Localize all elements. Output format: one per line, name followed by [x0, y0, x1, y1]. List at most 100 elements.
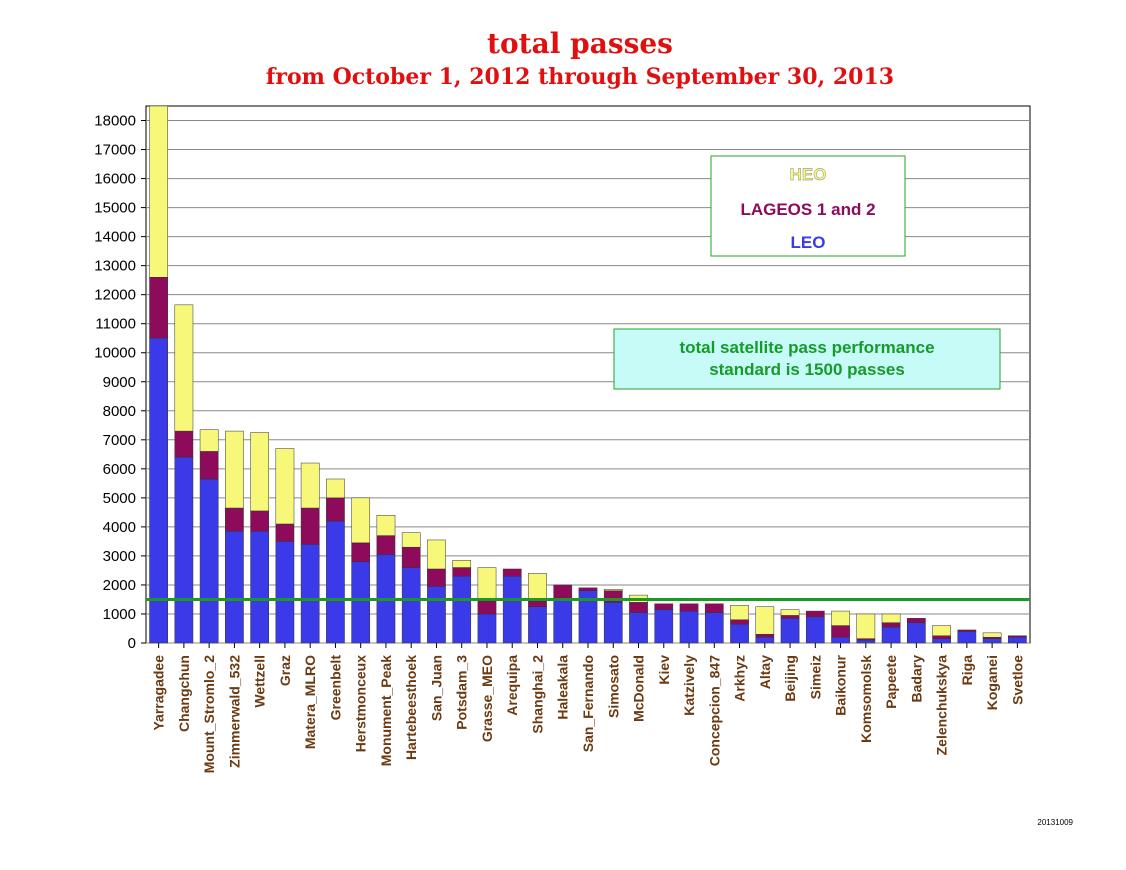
bar-lageos [528, 600, 547, 607]
bar-heo [831, 610, 850, 626]
annotation-line-1: total satellite pass performance [679, 338, 934, 357]
y-tick-label: 10000 [94, 345, 136, 362]
bar-lageos [351, 542, 371, 562]
x-category-label: Concepcion_847 [706, 655, 722, 766]
bar-heo [300, 462, 320, 509]
bar-leo [629, 612, 648, 644]
x-category-label: Beijing [782, 655, 798, 702]
bar-leo [704, 612, 724, 644]
x-category-label: Zimmerwald_532 [226, 655, 242, 768]
y-tick-label: 4000 [103, 519, 136, 536]
legend: HEO LAGEOS 1 and 2 LEO [710, 155, 906, 257]
x-category-label: Simeiz [807, 655, 823, 699]
bar-lageos [957, 629, 977, 632]
bar-lageos [553, 584, 573, 599]
bar-leo [957, 631, 977, 644]
x-category-label: Monument_Peak [378, 655, 394, 766]
x-category-label: Badary [908, 655, 924, 703]
bar-heo [528, 573, 547, 602]
bar-leo [932, 638, 951, 644]
bar-lageos [1008, 635, 1027, 638]
bar-leo [326, 520, 345, 644]
x-category-label: Katzively [681, 655, 697, 716]
bar-leo [225, 530, 244, 644]
bar-lageos [199, 451, 219, 480]
legend-leo: LEO [791, 233, 826, 252]
bar-leo [477, 613, 497, 644]
y-tick-label: 17000 [94, 142, 136, 159]
bar-lageos [477, 600, 497, 615]
bar-lageos [275, 523, 295, 542]
bar-leo [553, 597, 573, 644]
annotation-line-2: standard is 1500 passes [709, 360, 905, 379]
y-tick-label: 9000 [103, 374, 136, 391]
bar-lageos [452, 567, 472, 577]
bar-heo [603, 589, 623, 592]
bar-leo [603, 602, 623, 644]
x-category-label: Potsdam_3 [454, 655, 470, 730]
bar-leo [452, 575, 472, 644]
bar-leo [149, 337, 168, 644]
bar-heo [452, 560, 472, 568]
bar-lageos [401, 546, 421, 568]
bar-lageos [250, 510, 269, 532]
y-axis: 0 1000 2000 3000 4000 5000 6000 7000 8000 9000 100… [94, 113, 146, 652]
performance-annotation: total satellite pass performance standar… [613, 328, 1001, 390]
bar-heo [149, 105, 168, 278]
x-category-label: Mount_Stromlo_2 [201, 655, 217, 773]
x-category-label: Riga [959, 655, 975, 686]
chart-subtitle: from October 1, 2012 through September 3… [266, 64, 894, 90]
legend-lageos: LAGEOS 1 and 2 [740, 200, 875, 219]
bar-heo [982, 632, 1002, 638]
y-tick-label: 15000 [94, 200, 136, 217]
bar-lageos [174, 430, 194, 458]
bar-leo [679, 610, 699, 644]
x-category-label: Graz [277, 655, 293, 686]
x-category-label: Grasse_MEO [479, 655, 495, 742]
bar-leo [502, 575, 522, 644]
bar-lageos [300, 507, 320, 545]
bar-lageos [679, 603, 699, 612]
bar-heo [401, 532, 421, 548]
x-category-label: San_Fernando [580, 655, 596, 752]
bar-lageos [805, 610, 825, 618]
bar-leo [401, 567, 421, 644]
bar-lageos [149, 277, 168, 339]
x-category-label: Haleakala [555, 655, 571, 720]
bar-lageos [755, 634, 775, 638]
bar-heo [351, 497, 371, 544]
bar-heo [326, 478, 345, 499]
chart-title: total passes [487, 27, 673, 60]
bar-leo [982, 638, 1002, 644]
bar-heo [477, 567, 497, 602]
x-category-label: Svetloe [1009, 655, 1025, 705]
bar-lageos [502, 568, 522, 577]
x-category-label: Papeete [883, 655, 899, 709]
x-category-label: McDonald [631, 655, 647, 722]
bar-leo [1008, 636, 1027, 644]
x-category-label: Koganei [984, 655, 1000, 710]
bar-leo [528, 606, 547, 644]
bar-lageos [907, 618, 926, 623]
bar-leo [805, 616, 825, 644]
bar-heo [881, 613, 901, 623]
x-category-label: Shanghai_2 [529, 655, 545, 734]
legend-heo: HEO [790, 165, 827, 184]
bar-leo [881, 626, 901, 644]
legend-box [710, 155, 906, 257]
bar-leo [730, 623, 749, 644]
y-tick-label: 3000 [103, 548, 136, 565]
x-category-label: Altay [757, 655, 773, 689]
bar-lageos [881, 622, 901, 628]
y-tick-label: 6000 [103, 461, 136, 478]
y-tick-label: 5000 [103, 490, 136, 507]
bar-heo [932, 625, 951, 636]
y-tick-label: 14000 [94, 229, 136, 246]
bar-lageos [654, 603, 674, 610]
annotation-box [613, 328, 1001, 390]
x-axis: Yarragadee Changchun Mount_Stromlo_2 Zimmer… [151, 643, 1025, 773]
x-category-label: Matera_MLRO [302, 655, 318, 749]
bar-heo [856, 613, 876, 639]
bar-heo [376, 515, 396, 536]
